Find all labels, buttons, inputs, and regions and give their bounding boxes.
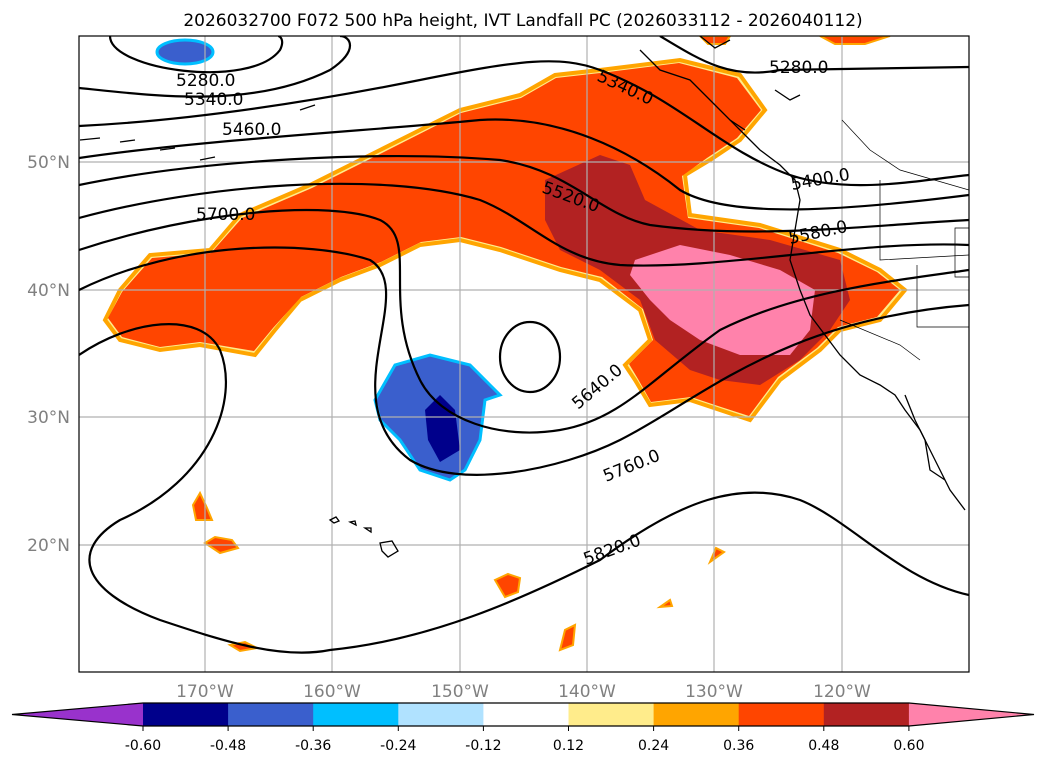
x-axis-ticks: 170°W 160°W 150°W 140°W 130°W 120°W [176,682,871,702]
colorbar-segment [313,703,399,726]
y-axis-ticks: 50°N 40°N 30°N 20°N [27,153,70,556]
colorbar-segment [398,703,484,726]
plot-frame [78,35,970,673]
colorbar: -0.60 -0.48 -0.36 -0.24 -0.12 0.12 0.24 0.36 0.4… [11,702,1035,754]
colorbar-segment [653,703,740,726]
colorbar-tick-label: 0.60 [893,738,924,754]
coastlines [79,36,969,558]
x-tick-label: 140°W [558,682,616,702]
contour-label: 5280.0 [176,71,235,91]
y-tick-label: 50°N [27,153,70,173]
contour-label: 5340.0 [184,90,243,110]
ivt-positive-pink-region [630,245,815,355]
colorbar-segment [823,703,910,726]
colorbar-tick-label: 0.24 [638,738,669,754]
y-tick-label: 40°N [27,281,70,301]
colorbar-tick-label: 0.12 [553,738,584,754]
colorbar-tick-label: -0.60 [125,738,161,754]
colorbar-segment [738,703,825,726]
colorbar-segment [568,703,655,726]
y-tick-label: 30°N [27,408,70,428]
height-contours [79,36,969,654]
colorbar-tick-label: -0.48 [210,738,246,754]
colorbar-tick-label: -0.24 [380,738,416,754]
colorbar-tick-label: 0.36 [723,738,754,754]
colorbar-segment [483,703,569,726]
map-plot-area: 5280.0 5340.0 5460.0 5340.0 5280.0 5520.… [79,36,969,672]
graticule [79,36,969,672]
x-tick-label: 150°W [431,682,489,702]
colorbar-segment [143,703,229,726]
x-tick-label: 130°W [685,682,743,702]
colorbar-segment [228,703,314,726]
x-tick-label: 160°W [303,682,361,702]
colorbar-tick-label: -0.36 [295,738,331,754]
contour-label: 5700.0 [196,205,255,225]
y-tick-label: 20°N [27,536,70,556]
contour-label: 5280.0 [769,58,828,78]
x-tick-label: 120°W [813,682,871,702]
colorbar-tick-label: -0.12 [465,738,501,754]
colorbar-extend-low [12,703,143,726]
figure-title: 2026032700 F072 500 hPa height, IVT Land… [183,11,862,31]
colorbar-extend-high [908,703,1034,726]
contour-label: 5460.0 [222,120,281,140]
x-tick-label: 170°W [176,682,234,702]
colorbar-tick-label: 0.48 [808,738,839,754]
